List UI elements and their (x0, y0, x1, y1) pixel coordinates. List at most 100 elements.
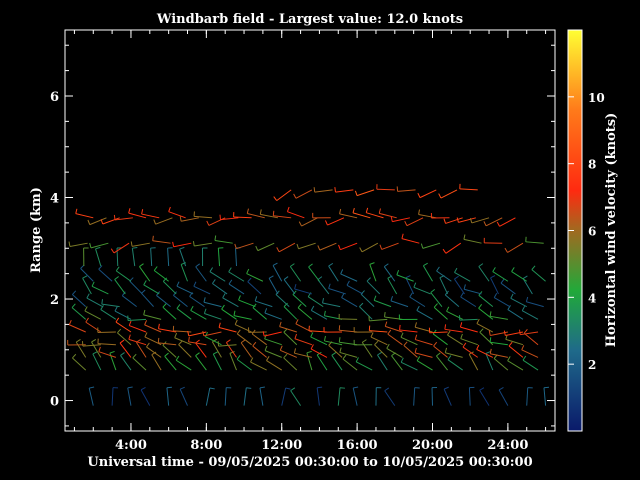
windbarb-barb (488, 330, 491, 336)
windbarb-shaft (260, 213, 279, 219)
windbarb-shaft (120, 355, 132, 371)
windbarb-barb (297, 303, 302, 309)
windbarb-shaft (273, 215, 292, 219)
windbarb-shaft (101, 303, 120, 308)
windbarb-shaft (422, 242, 441, 249)
windbarb-barb (323, 310, 326, 316)
windbarb-shaft (297, 307, 313, 320)
windbarb-shaft (283, 331, 298, 346)
windbarb-shaft (111, 387, 114, 406)
windbarb-shaft (222, 297, 239, 308)
windbarb-shaft (209, 271, 226, 282)
windbarb-shaft (127, 387, 132, 406)
windbarb-barb (203, 308, 207, 314)
windbarb-shaft (335, 189, 354, 193)
colorbar-tick-label: 4 (588, 291, 596, 305)
windbarb-barb (436, 266, 440, 272)
windbarb-shaft (373, 299, 392, 308)
windbarb-shaft (86, 297, 103, 308)
windbarb-shaft (158, 328, 177, 333)
windbarb-barb (91, 338, 97, 343)
x-axis-label: Universal time - 09/05/2025 00:30:00 to … (87, 455, 532, 470)
windbarb-shaft (173, 295, 188, 308)
windbarb-barb (433, 303, 438, 308)
windbarb-shaft (370, 336, 388, 346)
windbarb-barb (463, 234, 466, 240)
windbarb-barb (522, 275, 528, 279)
windbarb-shaft (386, 347, 403, 358)
windbarb-barb (444, 324, 447, 330)
windbarb-barb (264, 308, 268, 314)
windbarb-shaft (251, 333, 267, 346)
windbarb-shaft (294, 288, 313, 295)
windbarb-shaft (144, 324, 162, 333)
windbarb-shaft (97, 343, 116, 346)
windbarb-barb (390, 296, 394, 302)
windbarb-barb (503, 330, 506, 336)
windbarb-barb (293, 193, 297, 199)
windbarb-barb (87, 219, 91, 225)
windbarb-barb (476, 318, 480, 324)
windbarb-barb (328, 262, 334, 267)
windbarb-barb (479, 328, 484, 333)
windbarb-barb (331, 352, 337, 356)
windbarb-shaft (340, 273, 358, 282)
windbarb-barb (342, 354, 347, 360)
windbarb-barb (213, 351, 218, 355)
windbarb-barb (218, 322, 221, 328)
windbarb-shaft (500, 282, 516, 295)
y-tick-label: 2 (50, 293, 59, 308)
windbarb-barb (164, 352, 169, 357)
colorbar-tick-label: 2 (588, 358, 596, 372)
windbarb-barb (409, 292, 413, 298)
windbarb-barb (310, 344, 314, 350)
windbarb-shaft (436, 270, 452, 282)
windbarb-shaft (520, 331, 539, 336)
windbarb-shaft (292, 294, 307, 308)
windbarb-shaft (328, 288, 346, 295)
windbarb-barb (228, 279, 233, 285)
windbarb-shaft (72, 357, 87, 371)
y-tick-label: 6 (50, 90, 59, 105)
windbarb-barb (283, 302, 288, 307)
windbarb-barb (203, 297, 206, 303)
windbarb-barb (384, 311, 386, 318)
windbarb-shaft (205, 387, 211, 406)
windbarb-barb (493, 293, 498, 298)
windbarb-barb (384, 387, 390, 392)
windbarb-barb (285, 387, 291, 390)
windbarb-barb (264, 334, 267, 340)
plot-frame (64, 29, 556, 432)
windbarb-barb (84, 306, 88, 312)
windbarb-barb (399, 324, 401, 330)
windbarb-shaft (75, 213, 94, 219)
windbarb-shaft (522, 359, 539, 371)
windbarb-barb (272, 210, 275, 216)
windbarb-shaft (190, 310, 207, 320)
windbarb-barb (91, 281, 95, 287)
windbarb-shaft (400, 336, 418, 346)
windbarb-barb (206, 220, 210, 226)
windbarb-shaft (246, 273, 264, 282)
windbarb-barb (379, 244, 383, 250)
windbarb-shaft (328, 265, 339, 282)
windbarb-barb (296, 243, 300, 249)
windbarb-shaft (174, 337, 192, 346)
windbarb-barb (460, 292, 464, 298)
windbarb-barb (414, 347, 417, 353)
windbarb-barb (322, 297, 325, 304)
windbarb-barb (100, 305, 104, 310)
windbarb-barb (283, 353, 288, 359)
windbarb-shaft (217, 248, 221, 267)
windbarb-shaft (240, 342, 252, 358)
windbarb-barb (290, 263, 295, 267)
windbarb-barb (519, 329, 521, 335)
windbarb-shaft (287, 211, 305, 219)
y-tick-label: 4 (50, 192, 59, 207)
windbarb-shaft (114, 217, 133, 221)
windbarb-shaft (301, 217, 318, 227)
windbarb-shaft (143, 314, 162, 320)
windbarb-barb (151, 351, 157, 356)
windbarb-barb (374, 340, 379, 346)
windbarb-shaft (468, 387, 471, 406)
